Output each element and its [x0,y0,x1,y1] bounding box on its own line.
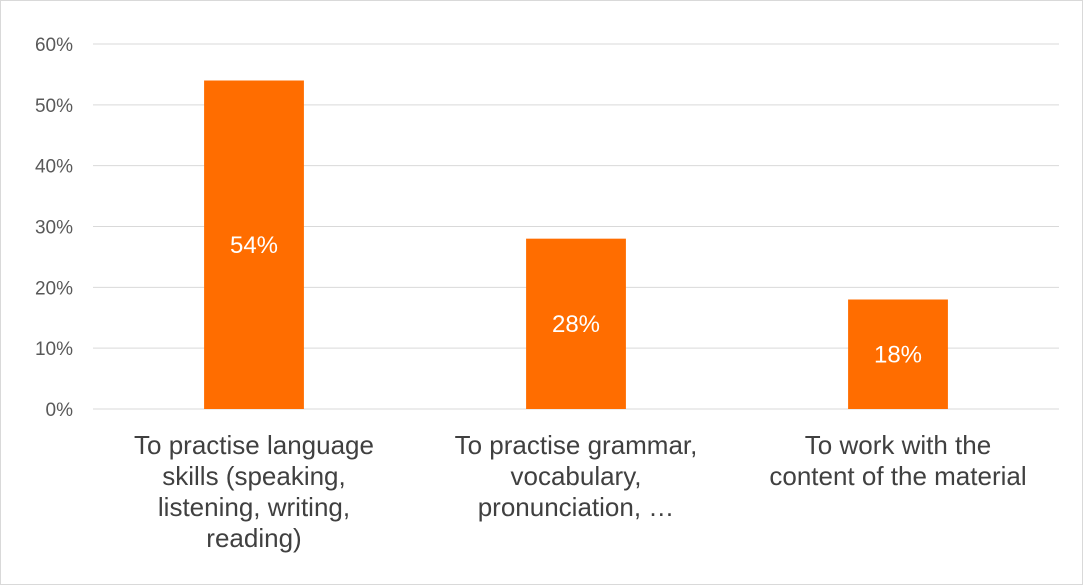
category-labels: To practise language skills (speaking, lis… [134,430,1027,553]
y-tick-label: 40% [35,157,73,178]
y-tick-label: 10% [35,339,73,360]
category-label-line: listening, writing, [158,492,350,522]
bar [526,238,626,409]
bar [848,299,948,409]
data-labels: 54% 28% 18% [230,232,922,369]
category-label-line: vocabulary, [510,461,641,491]
category-label-line: pronunciation, … [478,492,675,522]
data-label: 54% [230,232,278,259]
category-label-line: To practise language [134,430,374,460]
category-label-line: content of the material [769,461,1026,491]
category-label: To practise grammar, vocabulary, pronuncia… [455,430,698,522]
y-tick-label: 0% [46,400,74,421]
data-label: 28% [552,311,600,338]
category-label: To practise language skills (speaking, lis… [134,430,374,553]
y-tick-label: 20% [35,278,73,299]
category-label-line: reading) [206,523,301,553]
y-tick-label: 30% [35,218,73,239]
category-label-line: skills (speaking, [162,461,346,491]
y-axis-tick-labels: 0% 10% 20% 30% 40% 50% 60% [35,35,73,421]
category-label-line: To practise grammar, [455,430,698,460]
category-label: To work with the content of the material [769,430,1026,491]
data-label: 18% [874,341,922,368]
bar [204,80,304,409]
y-tick-label: 60% [35,35,73,56]
category-label-line: To work with the [805,430,991,460]
y-tick-label: 50% [35,96,73,117]
bars [204,80,948,409]
